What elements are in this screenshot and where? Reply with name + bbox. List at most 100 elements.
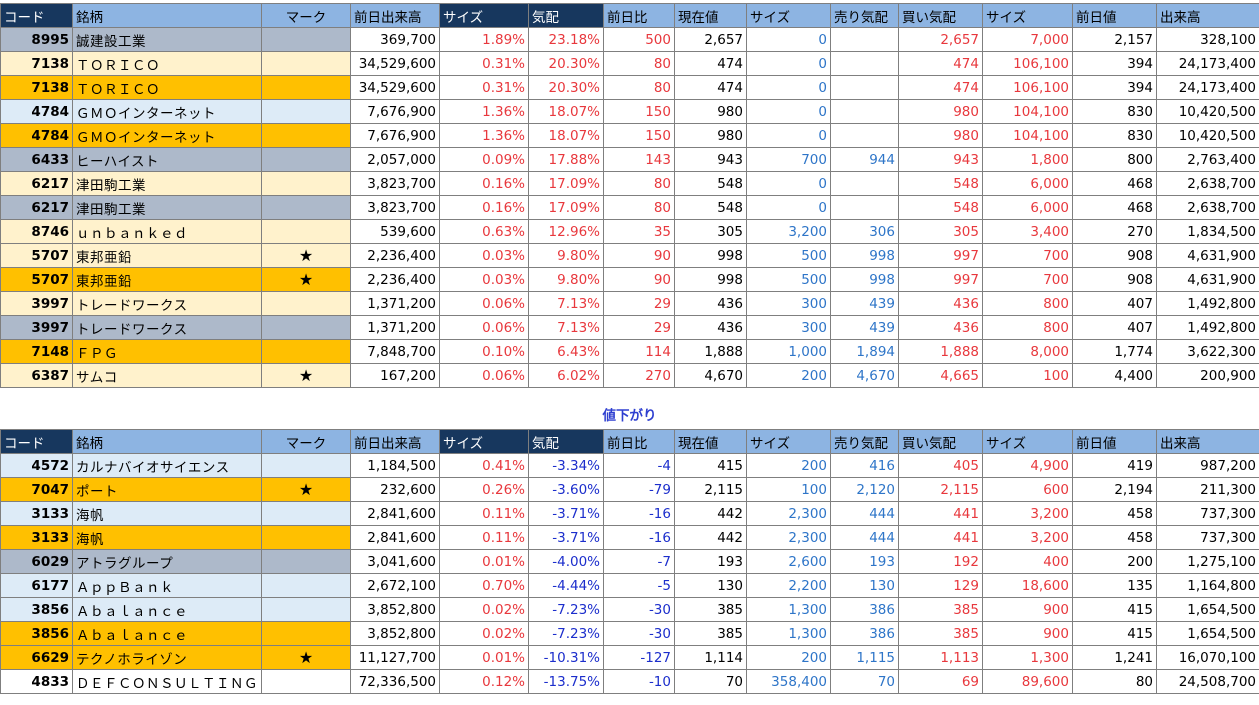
table-row[interactable]: 3133 海帆 2,841,600 0.11% -3.71% -16 442 2,300 444… — [0, 525, 1259, 550]
cell-change: -7 — [603, 549, 675, 574]
col-header-price[interactable]: 現在値 — [674, 429, 747, 454]
cell-code: 4833 — [0, 669, 73, 694]
table-row[interactable]: 6217 津田駒工業 3,823,700 0.16% 17.09% 80 548 0 548 6,… — [0, 171, 1259, 196]
cell-ask: 944 — [830, 147, 899, 172]
cell-change: -5 — [603, 573, 675, 598]
cell-change: 150 — [603, 123, 675, 148]
table-row[interactable]: 6177 ＡｐｐＢａｎｋ 2,672,100 0.70% -4.44% -5 130 2,20… — [0, 573, 1259, 598]
cell-code: 3997 — [0, 315, 73, 340]
col-header-prev-volume[interactable]: 前日出来高 — [350, 429, 440, 454]
cell-size-3: 7,000 — [982, 27, 1073, 52]
col-header-change[interactable]: 前日比 — [603, 429, 675, 454]
table-row[interactable]: 7138 ＴＯＲＩＣＯ 34,529,600 0.31% 20.30% 80 474 0 474… — [0, 51, 1259, 76]
col-header-mark[interactable]: マーク — [261, 3, 351, 28]
col-header-prev-price[interactable]: 前日値 — [1072, 3, 1157, 28]
cell-size-1: 0.01% — [439, 645, 529, 670]
col-header-change[interactable]: 前日比 — [603, 3, 675, 28]
cell-quote: -3.71% — [528, 501, 604, 526]
cell-size-1: 0.06% — [439, 363, 529, 388]
cell-size-1: 0.03% — [439, 267, 529, 292]
cell-size-2: 0 — [746, 75, 831, 100]
table-row[interactable]: 3997 トレードワークス 1,371,200 0.06% 7.13% 29 436 300 4… — [0, 291, 1259, 316]
cell-prev-price: 415 — [1072, 597, 1157, 622]
col-header-bid[interactable]: 買い気配 — [898, 429, 983, 454]
cell-name: アトラグループ — [72, 549, 262, 574]
cell-size-1: 0.06% — [439, 291, 529, 316]
cell-code: 7047 — [0, 477, 73, 502]
col-header-price[interactable]: 現在値 — [674, 3, 747, 28]
col-header-ask[interactable]: 売り気配 — [830, 3, 899, 28]
col-header-volume[interactable]: 出来高 — [1156, 3, 1259, 28]
table-row[interactable]: 6029 アトラグループ 3,041,600 0.01% -4.00% -7 193 2,60… — [0, 549, 1259, 574]
cell-price: 548 — [674, 171, 747, 196]
cell-bid: 980 — [898, 123, 983, 148]
col-header-size-1[interactable]: サイズ — [439, 3, 529, 28]
cell-volume: 1,654,500 — [1156, 621, 1259, 646]
table-row[interactable]: 4833 ＤＥＦＣＯＮＳＵＬＴＩＮＧ 72,336,500 0.12% -13.75% -… — [0, 669, 1259, 694]
col-header-quote[interactable]: 気配 — [528, 429, 604, 454]
table-row[interactable]: 7148 ＦＰＧ 7,848,700 0.10% 6.43% 114 1,888 1,000 1… — [0, 339, 1259, 364]
col-header-volume[interactable]: 出来高 — [1156, 429, 1259, 454]
table-row[interactable]: 7138 ＴＯＲＩＣＯ 34,529,600 0.31% 20.30% 80 474 0 474… — [0, 75, 1259, 100]
col-header-code[interactable]: コード — [0, 429, 73, 454]
cell-bid: 997 — [898, 267, 983, 292]
cell-size-1: 0.31% — [439, 75, 529, 100]
cell-prev-price: 458 — [1072, 501, 1157, 526]
col-header-mark[interactable]: マーク — [261, 429, 351, 454]
col-header-size-2[interactable]: サイズ — [746, 429, 831, 454]
cell-quote: 7.13% — [528, 315, 604, 340]
cell-prev-volume: 34,529,600 — [350, 75, 440, 100]
col-header-name[interactable]: 銘柄 — [72, 429, 262, 454]
table-row[interactable]: 3856 Ａｂａｌａｎｃｅ 3,852,800 0.02% -7.23% -30 385 1,… — [0, 621, 1259, 646]
table-row[interactable]: 6629 テクノホライゾン ★ 11,127,700 0.01% -10.31% -127 1… — [0, 645, 1259, 670]
cell-size-1: 0.06% — [439, 315, 529, 340]
cell-prev-volume: 3,852,800 — [350, 597, 440, 622]
cell-change: 114 — [603, 339, 675, 364]
cell-volume: 1,492,800 — [1156, 315, 1259, 340]
cell-code: 7148 — [0, 339, 73, 364]
cell-price: 2,115 — [674, 477, 747, 502]
col-header-size-3[interactable]: サイズ — [982, 429, 1073, 454]
col-header-size-3[interactable]: サイズ — [982, 3, 1073, 28]
cell-ask — [830, 123, 899, 148]
table-row[interactable]: 3997 トレードワークス 1,371,200 0.06% 7.13% 29 436 300 4… — [0, 315, 1259, 340]
cell-mark — [261, 339, 351, 364]
cell-bid: 385 — [898, 597, 983, 622]
cell-prev-volume: 7,848,700 — [350, 339, 440, 364]
cell-quote: 18.07% — [528, 99, 604, 124]
header-row: コード 銘柄 マーク 前日出来高 サイズ 気配 前日比 現在値 サイズ 売り気配… — [0, 429, 1259, 454]
table-row[interactable]: 6217 津田駒工業 3,823,700 0.16% 17.09% 80 548 0 548 6,… — [0, 195, 1259, 220]
table-row[interactable]: 6387 サムコ ★ 167,200 0.06% 6.02% 270 4,670 200 4,67… — [0, 363, 1259, 388]
cell-size-2: 1,300 — [746, 597, 831, 622]
cell-change: 80 — [603, 75, 675, 100]
col-header-bid[interactable]: 買い気配 — [898, 3, 983, 28]
cell-quote: -7.23% — [528, 621, 604, 646]
col-header-size-2[interactable]: サイズ — [746, 3, 831, 28]
col-header-size-1[interactable]: サイズ — [439, 429, 529, 454]
table-row[interactable]: 6433 ヒーハイスト 2,057,000 0.09% 17.88% 143 943 700 9… — [0, 147, 1259, 172]
cell-size-3: 700 — [982, 243, 1073, 268]
gainers-table: コード 銘柄 マーク 前日出来高 サイズ 気配 前日比 現在値 サイズ 売り気配… — [0, 3, 1259, 388]
table-row[interactable]: 4784 ＧＭＯインターネット 7,676,900 1.36% 18.07% 150 980… — [0, 123, 1259, 148]
table-row[interactable]: 8746 ｕｎｂａｎｋｅｄ 539,600 0.63% 12.96% 35 305 3,200… — [0, 219, 1259, 244]
star-icon: ★ — [261, 477, 351, 502]
table-row[interactable]: 4572 カルナバイオサイエンス 1,184,500 0.41% -3.34% -4 415… — [0, 453, 1259, 478]
cell-prev-price: 135 — [1072, 573, 1157, 598]
cell-size-3: 8,000 — [982, 339, 1073, 364]
table-row[interactable]: 3856 Ａｂａｌａｎｃｅ 3,852,800 0.02% -7.23% -30 385 1,… — [0, 597, 1259, 622]
col-header-code[interactable]: コード — [0, 3, 73, 28]
table-row[interactable]: 5707 東邦亜鉛 ★ 2,236,400 0.03% 9.80% 90 998 500 998 9… — [0, 243, 1259, 268]
table-row[interactable]: 3133 海帆 2,841,600 0.11% -3.71% -16 442 2,300 444… — [0, 501, 1259, 526]
col-header-ask[interactable]: 売り気配 — [830, 429, 899, 454]
table-row[interactable]: 7047 ポート ★ 232,600 0.26% -3.60% -79 2,115 100 2,1… — [0, 477, 1259, 502]
table-row[interactable]: 5707 東邦亜鉛 ★ 2,236,400 0.03% 9.80% 90 998 500 998 9… — [0, 267, 1259, 292]
col-header-name[interactable]: 銘柄 — [72, 3, 262, 28]
table-row[interactable]: 8995 誠建設工業 369,700 1.89% 23.18% 500 2,657 0 2,65… — [0, 27, 1259, 52]
col-header-prev-volume[interactable]: 前日出来高 — [350, 3, 440, 28]
losers-table: コード 銘柄 マーク 前日出来高 サイズ 気配 前日比 現在値 サイズ 売り気配… — [0, 429, 1259, 694]
cell-price: 943 — [674, 147, 747, 172]
col-header-quote[interactable]: 気配 — [528, 3, 604, 28]
table-row[interactable]: 4784 ＧＭＯインターネット 7,676,900 1.36% 18.07% 150 980… — [0, 99, 1259, 124]
cell-mark — [261, 147, 351, 172]
col-header-prev-price[interactable]: 前日値 — [1072, 429, 1157, 454]
